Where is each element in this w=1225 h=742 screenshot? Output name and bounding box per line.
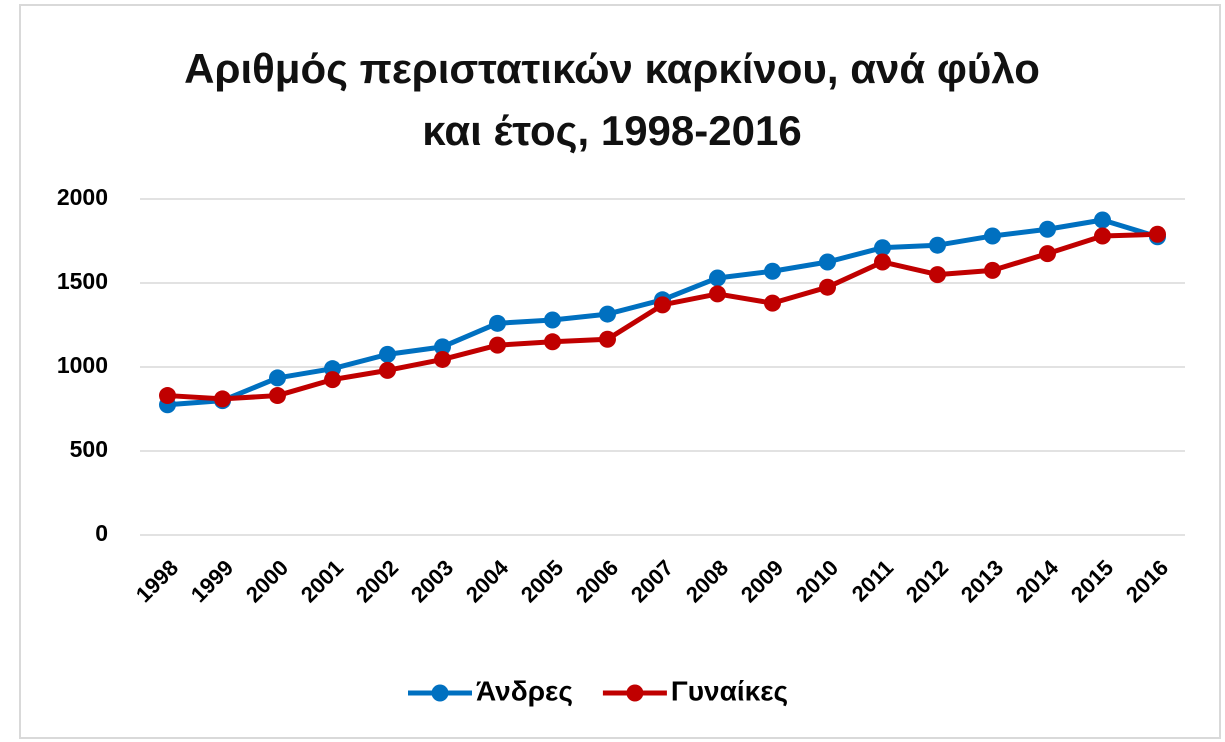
data-point <box>269 369 286 387</box>
data-point <box>599 330 616 348</box>
x-tick-label: 1999 <box>186 555 238 607</box>
data-point <box>214 390 231 408</box>
data-point <box>709 269 726 287</box>
data-point <box>929 266 946 284</box>
data-point <box>874 253 891 271</box>
x-tick-label: 2013 <box>956 555 1008 607</box>
chart-frame <box>19 4 1221 739</box>
data-point <box>544 311 561 329</box>
x-tick-label: 1998 <box>131 555 183 607</box>
x-tick-label: 2000 <box>241 555 293 607</box>
legend-label: Γυναίκες <box>671 675 788 706</box>
data-point <box>984 261 1001 279</box>
data-point <box>1039 245 1056 263</box>
data-point <box>544 333 561 351</box>
x-tick-label: 2001 <box>296 555 348 607</box>
data-point <box>434 338 451 356</box>
x-tick-label: 2007 <box>626 555 678 607</box>
legend-marker <box>626 684 644 702</box>
chart-title: Αριθμός περιστατικών καρκίνου, ανά φύλο … <box>184 45 1040 154</box>
data-point <box>764 262 781 280</box>
y-tick-label: 1500 <box>57 268 108 294</box>
data-point <box>819 278 836 296</box>
y-tick-label: 2000 <box>57 184 108 210</box>
x-tick-label: 2003 <box>406 555 458 607</box>
data-point <box>984 227 1001 245</box>
y-tick-label: 500 <box>70 436 108 462</box>
x-tick-label: 2004 <box>461 554 514 607</box>
data-point <box>709 285 726 303</box>
data-point <box>324 371 341 389</box>
x-tick-label: 2014 <box>1011 554 1064 607</box>
x-tick-label: 2016 <box>1121 555 1173 607</box>
data-point <box>1039 220 1056 238</box>
data-point <box>1149 225 1166 243</box>
x-tick-label: 2002 <box>351 555 403 607</box>
x-tick-label: 2009 <box>736 555 788 607</box>
data-point <box>379 345 396 363</box>
x-tick-label: 2012 <box>901 555 953 607</box>
series-line <box>167 231 1158 402</box>
data-point <box>159 387 176 405</box>
data-point <box>1094 211 1111 229</box>
data-point <box>764 294 781 312</box>
legend-marker <box>431 684 449 702</box>
data-point <box>654 296 671 314</box>
data-point <box>874 239 891 257</box>
data-point <box>489 336 506 354</box>
x-tick-label: 2010 <box>791 555 843 607</box>
legend-label: Άνδρες <box>476 675 573 706</box>
y-tick-label: 0 <box>95 520 108 546</box>
data-point <box>599 305 616 323</box>
x-tick-label: 2006 <box>571 555 623 607</box>
data-point <box>269 387 286 405</box>
data-point <box>929 236 946 254</box>
x-tick-label: 2015 <box>1066 555 1118 607</box>
x-tick-label: 2011 <box>847 555 898 606</box>
data-point <box>489 314 506 332</box>
x-tick-label: 2005 <box>516 555 568 607</box>
x-tick-label: 2008 <box>681 555 733 607</box>
data-point <box>434 350 451 368</box>
data-point <box>1094 227 1111 245</box>
data-point <box>379 361 396 379</box>
y-tick-label: 1000 <box>57 352 108 378</box>
data-point <box>819 253 836 271</box>
